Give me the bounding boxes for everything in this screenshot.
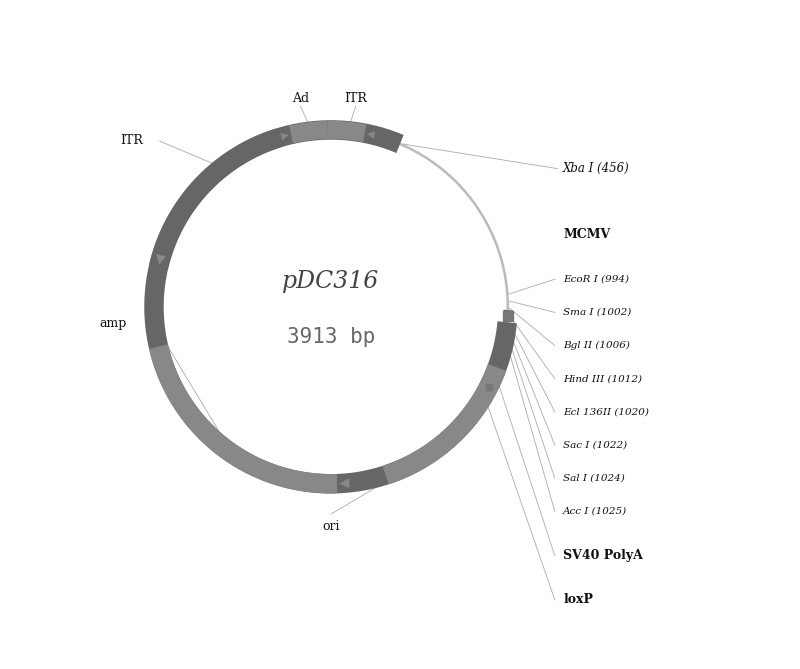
Text: Ecl 136II (1020): Ecl 136II (1020) — [563, 407, 649, 416]
Text: ITR: ITR — [120, 134, 143, 147]
Text: amp: amp — [99, 317, 126, 330]
Text: Ad: Ad — [292, 92, 309, 105]
Text: EcoR I (994): EcoR I (994) — [563, 275, 629, 284]
Text: SV40 PolyA: SV40 PolyA — [563, 549, 643, 562]
Text: Bgl II (1006): Bgl II (1006) — [563, 341, 630, 350]
Text: 3913 bp: 3913 bp — [286, 327, 375, 347]
Text: Acc I (1025): Acc I (1025) — [563, 507, 627, 516]
Text: Sal I (1024): Sal I (1024) — [563, 474, 625, 483]
Text: Sma I (1002): Sma I (1002) — [563, 308, 631, 317]
Text: pDC316: pDC316 — [282, 270, 379, 294]
Text: Xba I (456): Xba I (456) — [563, 162, 630, 175]
Text: Hind III (1012): Hind III (1012) — [563, 374, 642, 383]
Text: ori: ori — [322, 520, 340, 533]
Text: ITR: ITR — [344, 92, 367, 105]
Text: MCMV: MCMV — [563, 229, 610, 242]
Text: Sac I (1022): Sac I (1022) — [563, 441, 627, 450]
Text: loxP: loxP — [563, 593, 593, 606]
